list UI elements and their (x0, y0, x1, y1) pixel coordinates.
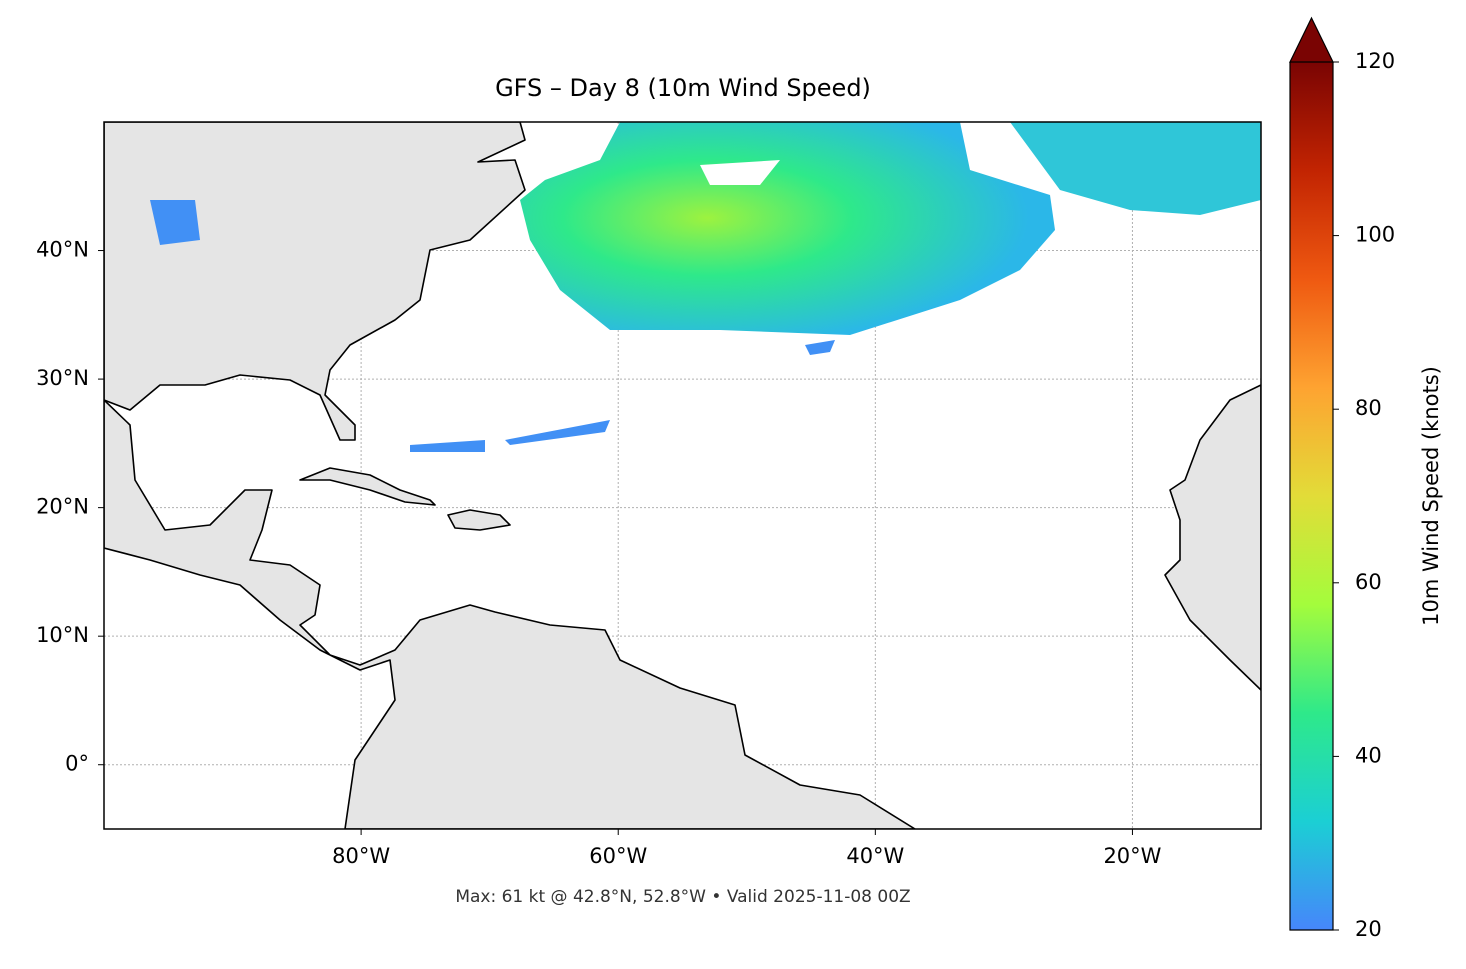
colorbar: 20 40 60 80 100 120 (1289, 16, 1395, 941)
x-tick-label: 60°W (589, 844, 647, 868)
map-frame (103, 121, 1262, 830)
wind-field (410, 440, 485, 452)
colorbar-tick-label: 100 (1355, 223, 1395, 247)
y-tick-label: 30°N (36, 366, 89, 390)
colorbar-tick-label: 40 (1355, 743, 1382, 767)
colorbar-tick-label: 80 (1355, 396, 1382, 420)
x-tick-label: 80°W (332, 844, 390, 868)
colorbar-tick-label: 60 (1355, 570, 1382, 594)
colorbar-tick-label: 120 (1355, 49, 1395, 73)
x-tick-label: 40°W (846, 844, 904, 868)
colorbar-tick-label: 20 (1355, 917, 1382, 941)
colorbar-extend (1289, 16, 1334, 63)
wind-field (520, 122, 1055, 335)
hispaniola (447, 509, 511, 531)
central-south-america (104, 399, 916, 829)
footer-note: Max: 61 kt @ 42.8°N, 52.8°W • Valid 2025… (455, 887, 910, 907)
y-tick-label: 0° (65, 752, 89, 776)
colorbar-scale (1290, 62, 1333, 930)
wind-field (505, 420, 610, 445)
x-tick-label: 20°W (1103, 844, 1161, 868)
wind-field (805, 340, 835, 355)
wind-field (150, 200, 200, 245)
y-tick-label: 40°N (36, 238, 89, 262)
wind-field (1010, 122, 1261, 215)
colorbar-frame (1289, 62, 1334, 931)
map (104, 122, 1261, 829)
chart-title: GFS – Day 8 (10m Wind Speed) (495, 74, 871, 102)
colorbar-label: 10m Wind Speed (knots) (1419, 366, 1443, 626)
africa (1164, 384, 1261, 691)
north-america (104, 122, 526, 441)
wind-gap (700, 160, 780, 185)
cuba (299, 467, 436, 506)
y-tick-label: 20°N (36, 495, 89, 519)
y-tick-label: 10°N (36, 623, 89, 647)
